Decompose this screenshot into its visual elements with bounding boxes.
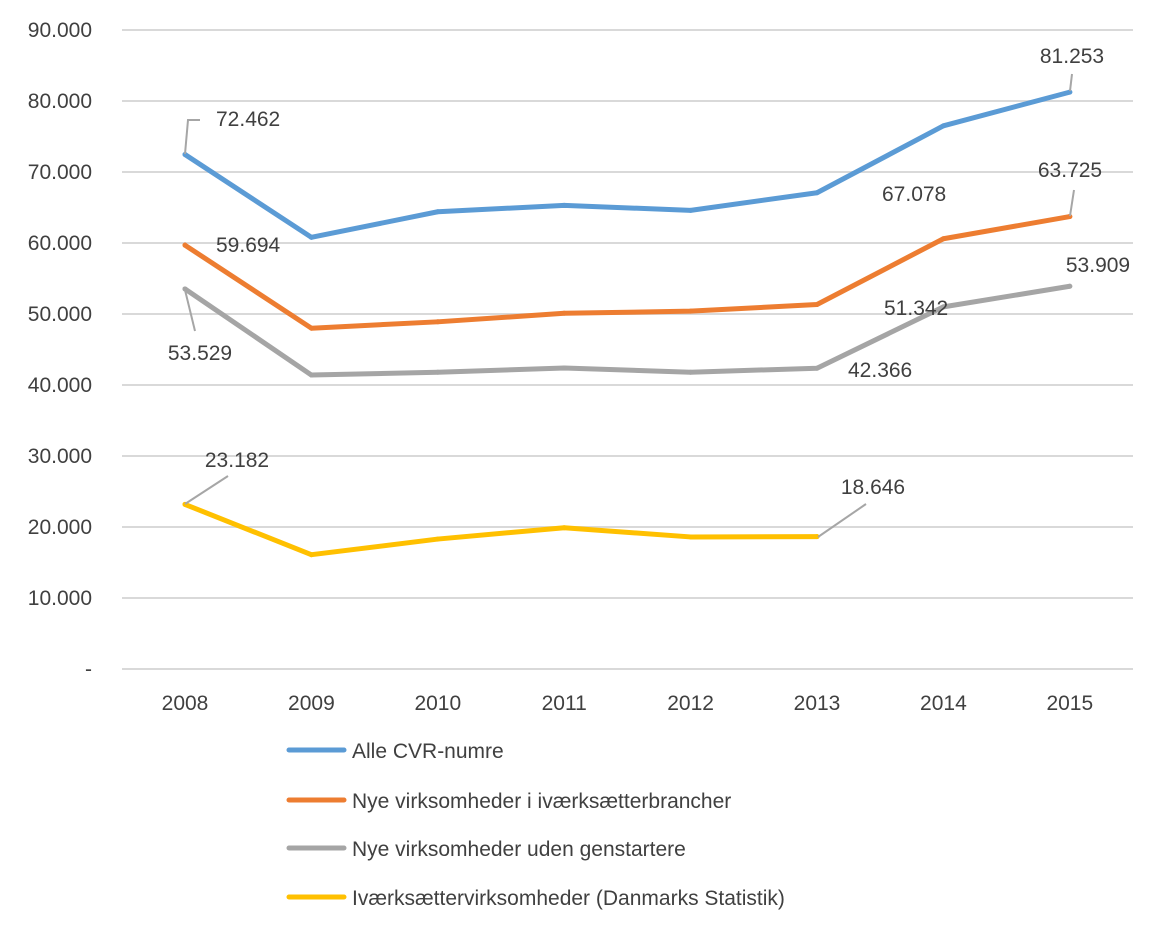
series-line-0 xyxy=(182,89,1073,240)
legend-label: Alle CVR-numre xyxy=(352,740,504,763)
leader-line xyxy=(1069,73,1073,92)
data-label: 81.253 xyxy=(1040,45,1104,68)
data-label: 63.725 xyxy=(1038,159,1102,182)
legend-label: Nye virksomheder i iværksætterbrancher xyxy=(352,790,731,813)
series-line-1 xyxy=(182,214,1073,331)
legend-label: Iværksættervirksomheder (Danmarks Statis… xyxy=(352,887,785,910)
series-line-3 xyxy=(182,501,820,558)
data-point xyxy=(814,365,820,371)
x-tick-label: 2011 xyxy=(542,692,587,715)
leader-line xyxy=(184,289,196,332)
data-point xyxy=(688,369,694,375)
data-point xyxy=(308,372,314,378)
data-point xyxy=(1067,89,1073,95)
data-point xyxy=(308,234,314,240)
leader-line xyxy=(1069,189,1075,217)
y-tick-label: - xyxy=(85,658,92,681)
data-point xyxy=(814,190,820,196)
data-point xyxy=(688,308,694,314)
data-point xyxy=(435,209,441,215)
leader-line xyxy=(184,119,200,155)
y-tick-label: 20.000 xyxy=(28,516,92,539)
data-label: 23.182 xyxy=(205,449,269,472)
legend-label: Nye virksomheder uden genstartere xyxy=(352,838,686,861)
data-point xyxy=(814,534,820,540)
data-label: 53.529 xyxy=(168,342,232,365)
data-point xyxy=(1067,283,1073,289)
data-point xyxy=(814,301,820,307)
y-tick-label: 60.000 xyxy=(28,232,92,255)
y-tick-label: 10.000 xyxy=(28,587,92,610)
data-point xyxy=(182,152,188,158)
series-line-2 xyxy=(182,283,1073,378)
data-point xyxy=(561,310,567,316)
data-point xyxy=(435,536,441,542)
data-point xyxy=(940,304,946,310)
leader-line xyxy=(184,475,229,505)
data-point xyxy=(561,202,567,208)
y-tick-label: 30.000 xyxy=(28,445,92,468)
y-tick-label: 70.000 xyxy=(28,161,92,184)
data-point xyxy=(435,369,441,375)
data-point xyxy=(435,319,441,325)
data-label: 42.366 xyxy=(848,359,912,382)
data-point xyxy=(182,286,188,292)
leader-line xyxy=(817,503,867,538)
data-label: 51.342 xyxy=(884,297,948,320)
data-point xyxy=(940,123,946,129)
data-label: 72.462 xyxy=(216,108,280,131)
y-tick-label: 50.000 xyxy=(28,303,92,326)
x-tick-label: 2010 xyxy=(414,692,461,715)
y-tick-label: 90.000 xyxy=(28,19,92,42)
x-tick-label: 2008 xyxy=(162,692,209,715)
data-point xyxy=(182,242,188,248)
data-point xyxy=(688,534,694,540)
y-tick-label: 80.000 xyxy=(28,90,92,113)
x-tick-label: 2015 xyxy=(1046,692,1093,715)
x-tick-label: 2014 xyxy=(920,692,967,715)
data-point xyxy=(308,552,314,558)
data-point xyxy=(561,365,567,371)
data-label: 18.646 xyxy=(841,476,905,499)
x-tick-label: 2012 xyxy=(667,692,714,715)
data-point xyxy=(940,236,946,242)
data-point xyxy=(308,325,314,331)
data-point xyxy=(561,525,567,531)
data-label: 53.909 xyxy=(1066,254,1130,277)
data-point xyxy=(688,207,694,213)
x-tick-label: 2009 xyxy=(288,692,335,715)
data-label: 59.694 xyxy=(216,234,281,257)
data-label: 67.078 xyxy=(882,183,946,206)
y-tick-label: 40.000 xyxy=(28,374,92,397)
x-tick-label: 2013 xyxy=(794,692,841,715)
